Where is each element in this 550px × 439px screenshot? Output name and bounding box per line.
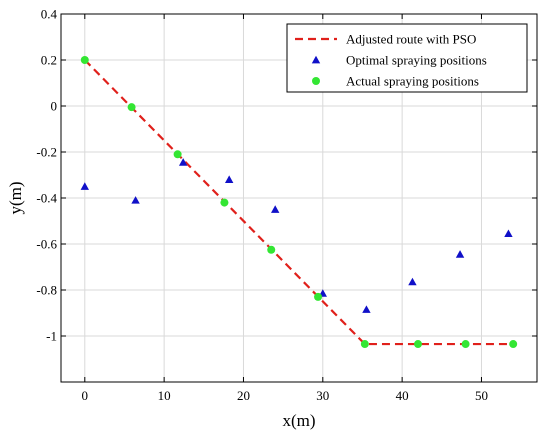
actual-position-point — [314, 292, 323, 301]
optimal-position-point — [504, 229, 513, 238]
y-tick-label: -0.4 — [36, 191, 57, 206]
y-tick-label: -0.8 — [36, 283, 57, 298]
legend-box — [286, 23, 528, 93]
actual-position-point — [509, 340, 518, 349]
legend: Adjusted route with PSO Optimal spraying … — [286, 23, 528, 93]
y-axis-label: y(m) — [6, 181, 25, 214]
y-tick-label: 0 — [51, 99, 58, 114]
actual-position-point — [461, 340, 470, 349]
y-tick-label: 0.4 — [41, 7, 58, 22]
x-tick-label: 10 — [158, 388, 171, 403]
x-tick-label: 0 — [82, 388, 89, 403]
optimal-position-point — [271, 205, 280, 213]
y-tick-label: -1 — [46, 329, 57, 344]
legend-label: Adjusted route with PSO — [346, 32, 476, 47]
x-tick-label: 50 — [475, 388, 488, 403]
actual-position-point — [414, 340, 422, 349]
legend-label: Optimal spraying positions — [346, 53, 487, 68]
actual-position-point — [360, 340, 369, 349]
y-tick-label: -0.2 — [36, 145, 57, 160]
optimal-position-point — [455, 250, 465, 258]
optimal-position-point — [408, 277, 417, 286]
optimal-position-point — [131, 196, 140, 204]
y-tick-label: -0.6 — [36, 237, 57, 252]
actual-position-point — [127, 103, 136, 112]
axis-ticks: 0 10 20 30 40 50 -1 -0.8 -0.6 -0.4 -0.2 0 0.2 0.4 — [36, 7, 537, 403]
x-axis-label: x(m) — [282, 411, 315, 430]
series-layer — [80, 56, 518, 349]
x-tick-label: 30 — [316, 388, 329, 403]
x-tick-label: 20 — [237, 388, 250, 403]
actual-position-point — [267, 245, 276, 254]
optimal-position-point — [224, 175, 234, 183]
actual-position-point — [220, 198, 229, 207]
x-tick-label: 40 — [396, 388, 409, 403]
legend-circle-swatch — [312, 77, 320, 85]
legend-triangle-swatch — [311, 55, 321, 64]
actual-position-point — [80, 56, 89, 64]
optimal-position-point — [362, 305, 371, 313]
y-tick-label: 0.2 — [41, 53, 57, 68]
legend-label: Actual spraying positions — [346, 74, 479, 89]
optimal-position-point — [80, 182, 89, 190]
actual-position-point — [173, 150, 182, 159]
optimal-position-point — [178, 158, 188, 166]
